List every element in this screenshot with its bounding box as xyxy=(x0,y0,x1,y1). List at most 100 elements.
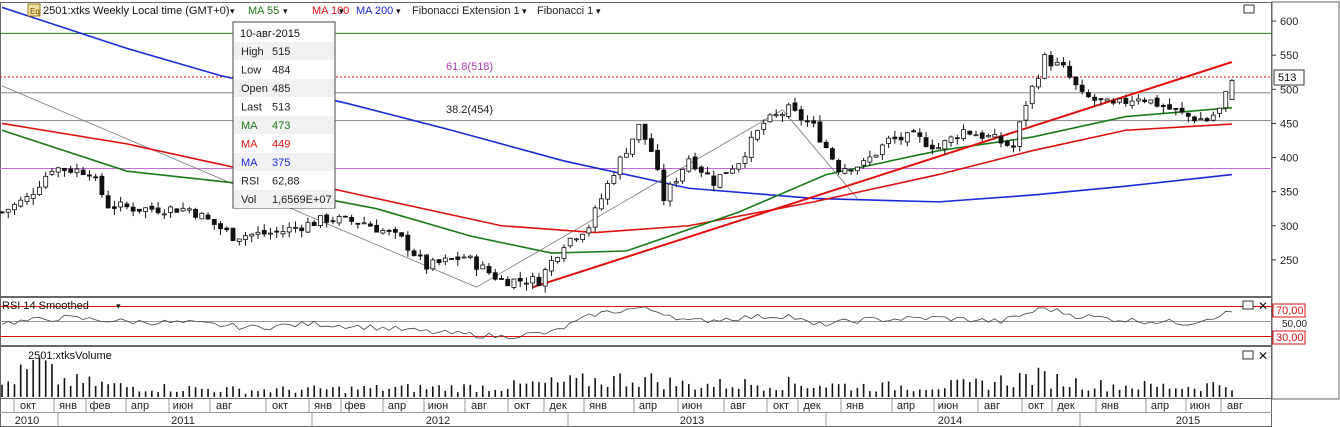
candle-body xyxy=(99,175,105,195)
candle-body xyxy=(1167,104,1172,110)
tooltip-row-bg xyxy=(234,42,334,60)
candle-body xyxy=(923,137,929,147)
price-panel-maximize-icon[interactable] xyxy=(1243,4,1255,14)
svg-text:▾: ▾ xyxy=(339,6,344,16)
volume-title[interactable]: 2501:xtksVolume xyxy=(28,350,112,362)
candle-body xyxy=(836,160,842,173)
month-label: апр xyxy=(131,400,149,412)
volume-panel xyxy=(0,346,1272,399)
candle-body xyxy=(349,216,355,222)
y-tick-label: 550 xyxy=(1280,50,1298,62)
candle-body xyxy=(18,199,24,207)
volume-maximize-icon[interactable] xyxy=(1242,350,1254,360)
month-label: июн xyxy=(1190,400,1210,412)
candle-body xyxy=(567,237,573,247)
candle-body xyxy=(374,224,380,233)
month-label: авг xyxy=(730,400,746,412)
month-label: апр xyxy=(1151,400,1169,412)
candle-body xyxy=(830,148,835,160)
candle-body xyxy=(998,135,1004,144)
candle-body xyxy=(755,130,760,140)
candle-body xyxy=(867,156,873,163)
month-label: фев xyxy=(89,400,110,412)
candle-body xyxy=(692,156,698,170)
rsi-line xyxy=(1,306,1233,339)
svg-text:▾: ▾ xyxy=(283,6,288,16)
candle-body xyxy=(311,221,317,227)
month-label: апр xyxy=(897,400,915,412)
candle-body xyxy=(549,260,554,272)
candle-body xyxy=(1092,96,1098,101)
candle-body xyxy=(1067,65,1073,78)
candle-body xyxy=(1198,118,1204,121)
candle-body xyxy=(442,257,448,263)
candle-body xyxy=(898,136,904,141)
candle-body xyxy=(274,230,280,233)
candle-body xyxy=(168,206,173,213)
candle-body xyxy=(449,258,454,260)
indicator-ma55[interactable]: MA 55 xyxy=(248,5,279,17)
candle-body xyxy=(293,227,298,229)
candle-body xyxy=(517,277,523,282)
candle-body xyxy=(243,235,248,240)
candle-body xyxy=(455,256,461,260)
tooltip-row-bg xyxy=(234,190,334,208)
rsi-maximize-icon[interactable] xyxy=(1242,300,1254,310)
tooltip-row-label: Last xyxy=(241,102,262,114)
price-panel xyxy=(0,2,1272,297)
candle-body xyxy=(817,121,823,143)
tooltip-row-bg xyxy=(234,116,334,134)
candle-body xyxy=(680,169,685,182)
y-tick-label: 250 xyxy=(1280,255,1298,267)
candle-body xyxy=(1185,112,1191,117)
tooltip-row-label: MA xyxy=(241,120,258,132)
year-label: 2010 xyxy=(15,415,39,427)
candle-body xyxy=(542,269,548,287)
candle-body xyxy=(105,195,111,209)
candle-body xyxy=(399,232,404,237)
candle-body xyxy=(530,276,536,284)
candle-body xyxy=(149,205,155,210)
indicator-ma100[interactable]: MA 100 xyxy=(312,5,349,17)
candle-body xyxy=(879,144,885,155)
candle-body xyxy=(249,233,255,237)
indicator-fibonacci[interactable]: Fibonacci 1 xyxy=(537,5,593,17)
candle-body xyxy=(798,109,804,121)
tooltip-row-value: 513 xyxy=(272,102,290,114)
candle-body xyxy=(979,132,985,139)
symbol-icon[interactable] xyxy=(27,3,41,17)
candle-body xyxy=(1011,145,1016,148)
candle-body xyxy=(1098,98,1104,101)
y-tick-label: 300 xyxy=(1280,221,1298,233)
candle-body xyxy=(474,256,479,270)
trend-line xyxy=(532,61,1233,289)
tooltip-row-value: 62,88 xyxy=(272,176,300,188)
candle-body xyxy=(605,183,611,200)
last-price-label: 513 xyxy=(1278,72,1296,84)
y-tick-label: 600 xyxy=(1280,16,1298,28)
volume-close-icon[interactable]: ✕ xyxy=(1258,349,1268,363)
candle-body xyxy=(367,223,373,227)
rsi-close-icon[interactable]: ✕ xyxy=(1258,299,1268,313)
candle-body xyxy=(486,265,492,274)
candle-body xyxy=(805,120,810,123)
candle-body xyxy=(667,183,673,202)
candle-body xyxy=(773,114,779,117)
candle-body xyxy=(886,137,891,144)
rsi-title[interactable]: RSI 14 Smoothed xyxy=(2,300,89,312)
indicator-fib-extension[interactable]: Fibonacci Extension 1 xyxy=(412,5,520,17)
candle-body xyxy=(0,211,5,214)
candle-body xyxy=(761,122,767,130)
candle-body xyxy=(1073,76,1079,86)
candle-body xyxy=(861,160,867,166)
candle-body xyxy=(561,247,567,259)
candle-body xyxy=(392,228,398,233)
candle-body xyxy=(929,144,935,150)
symbol-title[interactable]: 2501:xtks Weekly Local time (GMT+0) xyxy=(43,5,230,17)
candle-body xyxy=(524,282,529,285)
tooltip-row-label: MA xyxy=(241,157,258,169)
svg-text:▾: ▾ xyxy=(230,6,235,16)
candle-body xyxy=(174,208,180,213)
candle-body xyxy=(87,174,92,177)
indicator-ma200[interactable]: MA 200 xyxy=(356,5,393,17)
